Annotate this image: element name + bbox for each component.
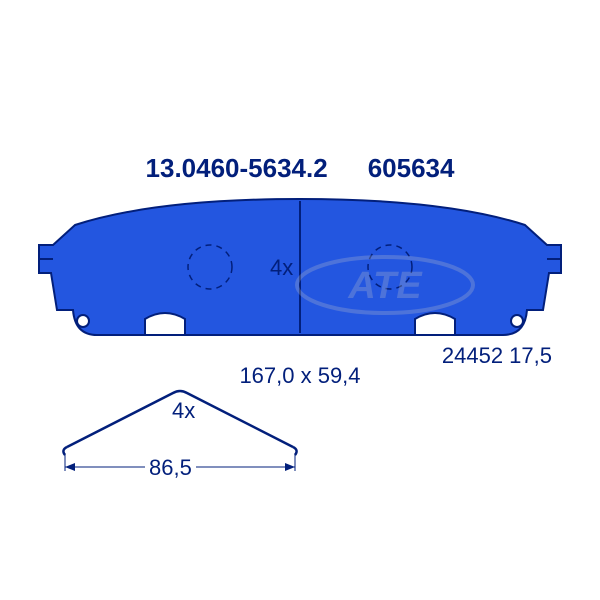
pad-left-notch xyxy=(145,313,185,335)
clip-width-label: 86,5 xyxy=(145,455,196,481)
pad-right-notch xyxy=(415,313,455,335)
wva-thickness-label: 24452 17,5 xyxy=(442,343,552,369)
pad-tab-hole-right xyxy=(511,315,523,327)
diagram-canvas: 13.0460-5634.2 605634 ATE xyxy=(0,0,600,600)
pad-quantity-label: 4x xyxy=(270,255,293,281)
brake-pad-drawing xyxy=(35,195,565,355)
pad-tab-hole-left xyxy=(77,315,89,327)
part-number: 13.0460-5634.2 xyxy=(146,153,328,184)
clip-quantity-label: 4x xyxy=(172,398,195,424)
header-row: 13.0460-5634.2 605634 xyxy=(0,150,600,186)
short-number: 605634 xyxy=(368,153,455,184)
